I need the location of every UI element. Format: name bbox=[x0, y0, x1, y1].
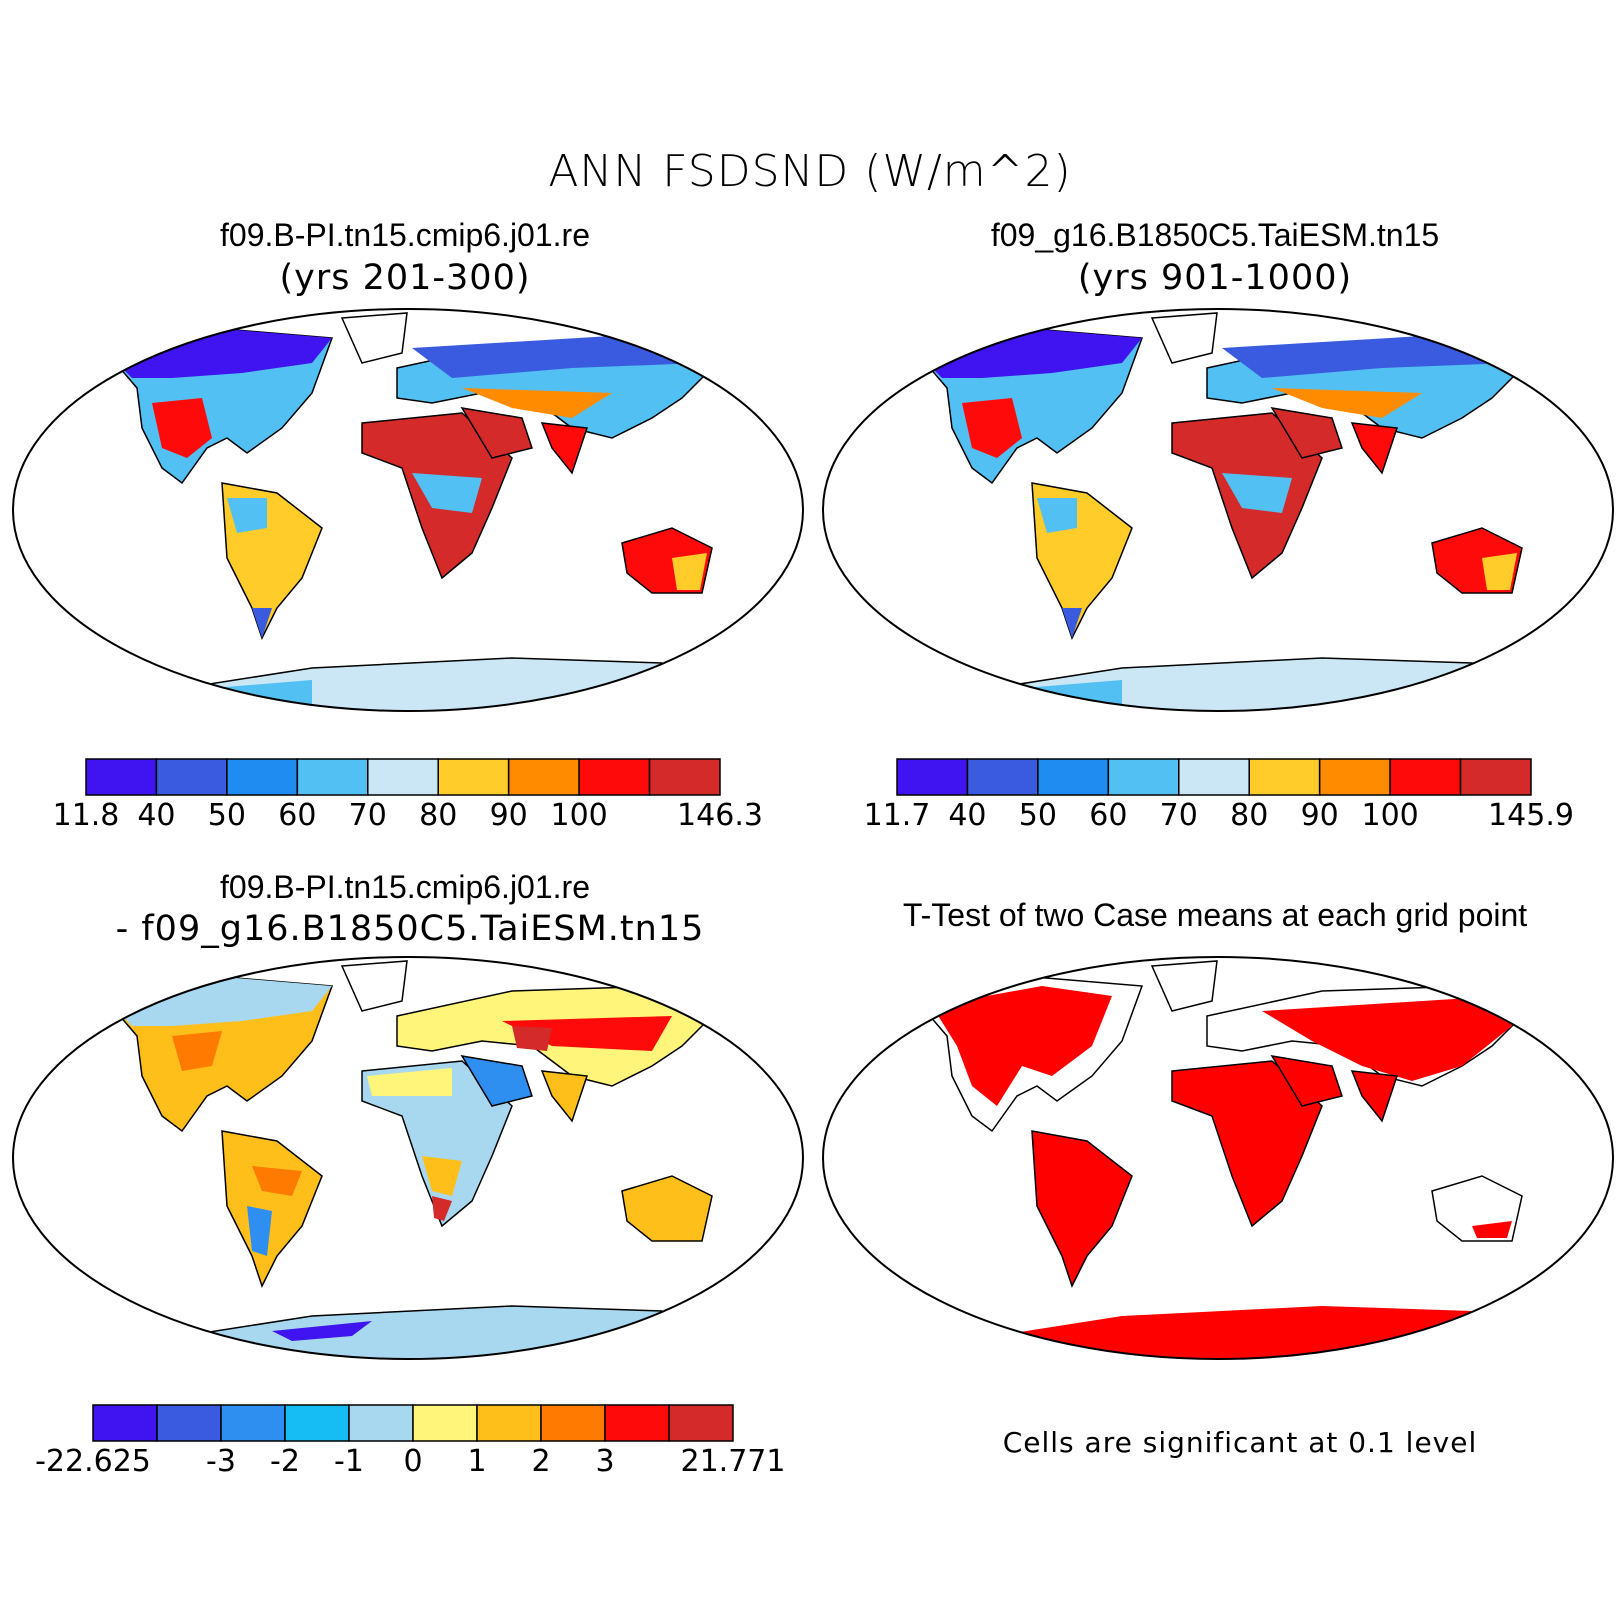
colorbar-tick-label: 100 bbox=[550, 798, 608, 833]
colorbar-tick-label: -1 bbox=[334, 1444, 364, 1479]
colorbar-swatch bbox=[1389, 758, 1462, 796]
colorbar-tick-label: -3 bbox=[206, 1444, 236, 1479]
map-panel-2 bbox=[822, 308, 1614, 712]
colorbar-swatch bbox=[1037, 758, 1110, 796]
colorbar-swatch bbox=[540, 1404, 606, 1442]
colorbar-swatch bbox=[156, 1404, 222, 1442]
colorbar-swatch bbox=[476, 1404, 542, 1442]
colorbar-tick-label: 145.9 bbox=[1488, 798, 1574, 833]
colorbar-swatch bbox=[412, 1404, 478, 1442]
significance-note: Cells are significant at 0.1 level bbox=[1002, 1426, 1478, 1459]
colorbar-tick-label: 21.771 bbox=[680, 1444, 786, 1479]
colorbar-3-ticks: -22.625 -3 -2 -1 0 1 2 3 21.771 bbox=[35, 1444, 785, 1484]
colorbar-tick-label: -2 bbox=[270, 1444, 300, 1479]
colorbar-tick-label: 3 bbox=[595, 1444, 615, 1479]
colorbar-swatch bbox=[85, 758, 158, 796]
colorbar-swatch bbox=[284, 1404, 350, 1442]
colorbar-swatch bbox=[604, 1404, 670, 1442]
colorbar-tick-label: 90 bbox=[1300, 798, 1339, 833]
colorbar-swatch bbox=[1107, 758, 1180, 796]
main-title: ANN FSDSND (W/m^2) bbox=[548, 146, 1072, 197]
colorbar-tick-label: 80 bbox=[419, 798, 458, 833]
map-panel-4 bbox=[822, 956, 1614, 1360]
panel3-title: f09.B-PI.tn15.cmip6.j01.re bbox=[220, 869, 590, 905]
map-panel-3 bbox=[12, 956, 804, 1360]
colorbar-swatch bbox=[220, 1404, 286, 1442]
map-panel-1 bbox=[12, 308, 804, 712]
colorbar-swatch bbox=[348, 1404, 414, 1442]
colorbar-tick-label: 2 bbox=[531, 1444, 551, 1479]
colorbar-swatch bbox=[1178, 758, 1250, 796]
colorbar-swatch bbox=[648, 758, 721, 796]
colorbar-tick-label: 70 bbox=[348, 798, 387, 833]
panel1-title: f09.B-PI.tn15.cmip6.j01.re bbox=[220, 217, 590, 253]
colorbar-swatch bbox=[1248, 758, 1321, 796]
colorbar-2-ticks: 11.7 40 50 60 70 80 90 100 145.9 bbox=[864, 798, 1574, 838]
colorbar-tick-label: 11.7 bbox=[863, 798, 931, 833]
colorbar-swatch bbox=[92, 1404, 158, 1442]
colorbar-tick-label: 80 bbox=[1230, 798, 1269, 833]
colorbar-tick-label: 50 bbox=[207, 798, 246, 833]
colorbar-tick-label: 40 bbox=[137, 798, 176, 833]
colorbar-tick-label: 0 bbox=[403, 1444, 423, 1479]
colorbar-swatch bbox=[578, 758, 651, 796]
colorbar-swatch bbox=[966, 758, 1039, 796]
colorbar-1-ticks: 11.8 40 50 60 70 80 90 100 146.3 bbox=[53, 798, 763, 838]
colorbar-swatch bbox=[1318, 758, 1391, 796]
panel2-title: f09_g16.B1850C5.TaiESM.tn15 bbox=[990, 217, 1440, 253]
colorbar-3 bbox=[92, 1404, 734, 1442]
colorbar-tick-label: 50 bbox=[1018, 798, 1057, 833]
colorbar-swatch bbox=[296, 758, 369, 796]
colorbar-swatch bbox=[367, 758, 439, 796]
panel1-subtitle: (yrs 201-300) bbox=[279, 258, 531, 298]
colorbar-tick-label: 60 bbox=[278, 798, 317, 833]
panel4-title: T-Test of two Case means at each grid po… bbox=[902, 897, 1528, 933]
colorbar-swatch bbox=[896, 758, 969, 796]
colorbar-swatch bbox=[507, 758, 580, 796]
colorbar-swatch bbox=[1459, 758, 1532, 796]
colorbar-tick-label: 90 bbox=[489, 798, 528, 833]
colorbar-tick-label: 70 bbox=[1159, 798, 1198, 833]
colorbar-tick-label: 60 bbox=[1089, 798, 1128, 833]
colorbar-tick-label: 100 bbox=[1361, 798, 1419, 833]
colorbar-tick-label: -22.625 bbox=[35, 1444, 151, 1479]
colorbar-swatch bbox=[668, 1404, 734, 1442]
panel2-subtitle: (yrs 901-1000) bbox=[1077, 258, 1353, 298]
colorbar-tick-label: 40 bbox=[948, 798, 987, 833]
colorbar-swatch bbox=[155, 758, 228, 796]
colorbar-tick-label: 11.8 bbox=[52, 798, 120, 833]
colorbar-tick-label: 146.3 bbox=[677, 798, 763, 833]
colorbar-2 bbox=[896, 758, 1532, 796]
colorbar-swatch bbox=[437, 758, 510, 796]
colorbar-swatch bbox=[226, 758, 299, 796]
colorbar-1 bbox=[85, 758, 721, 796]
colorbar-tick-label: 1 bbox=[467, 1444, 487, 1479]
panel3-subtitle: - f09_g16.B1850C5.TaiESM.tn15 bbox=[115, 909, 705, 949]
